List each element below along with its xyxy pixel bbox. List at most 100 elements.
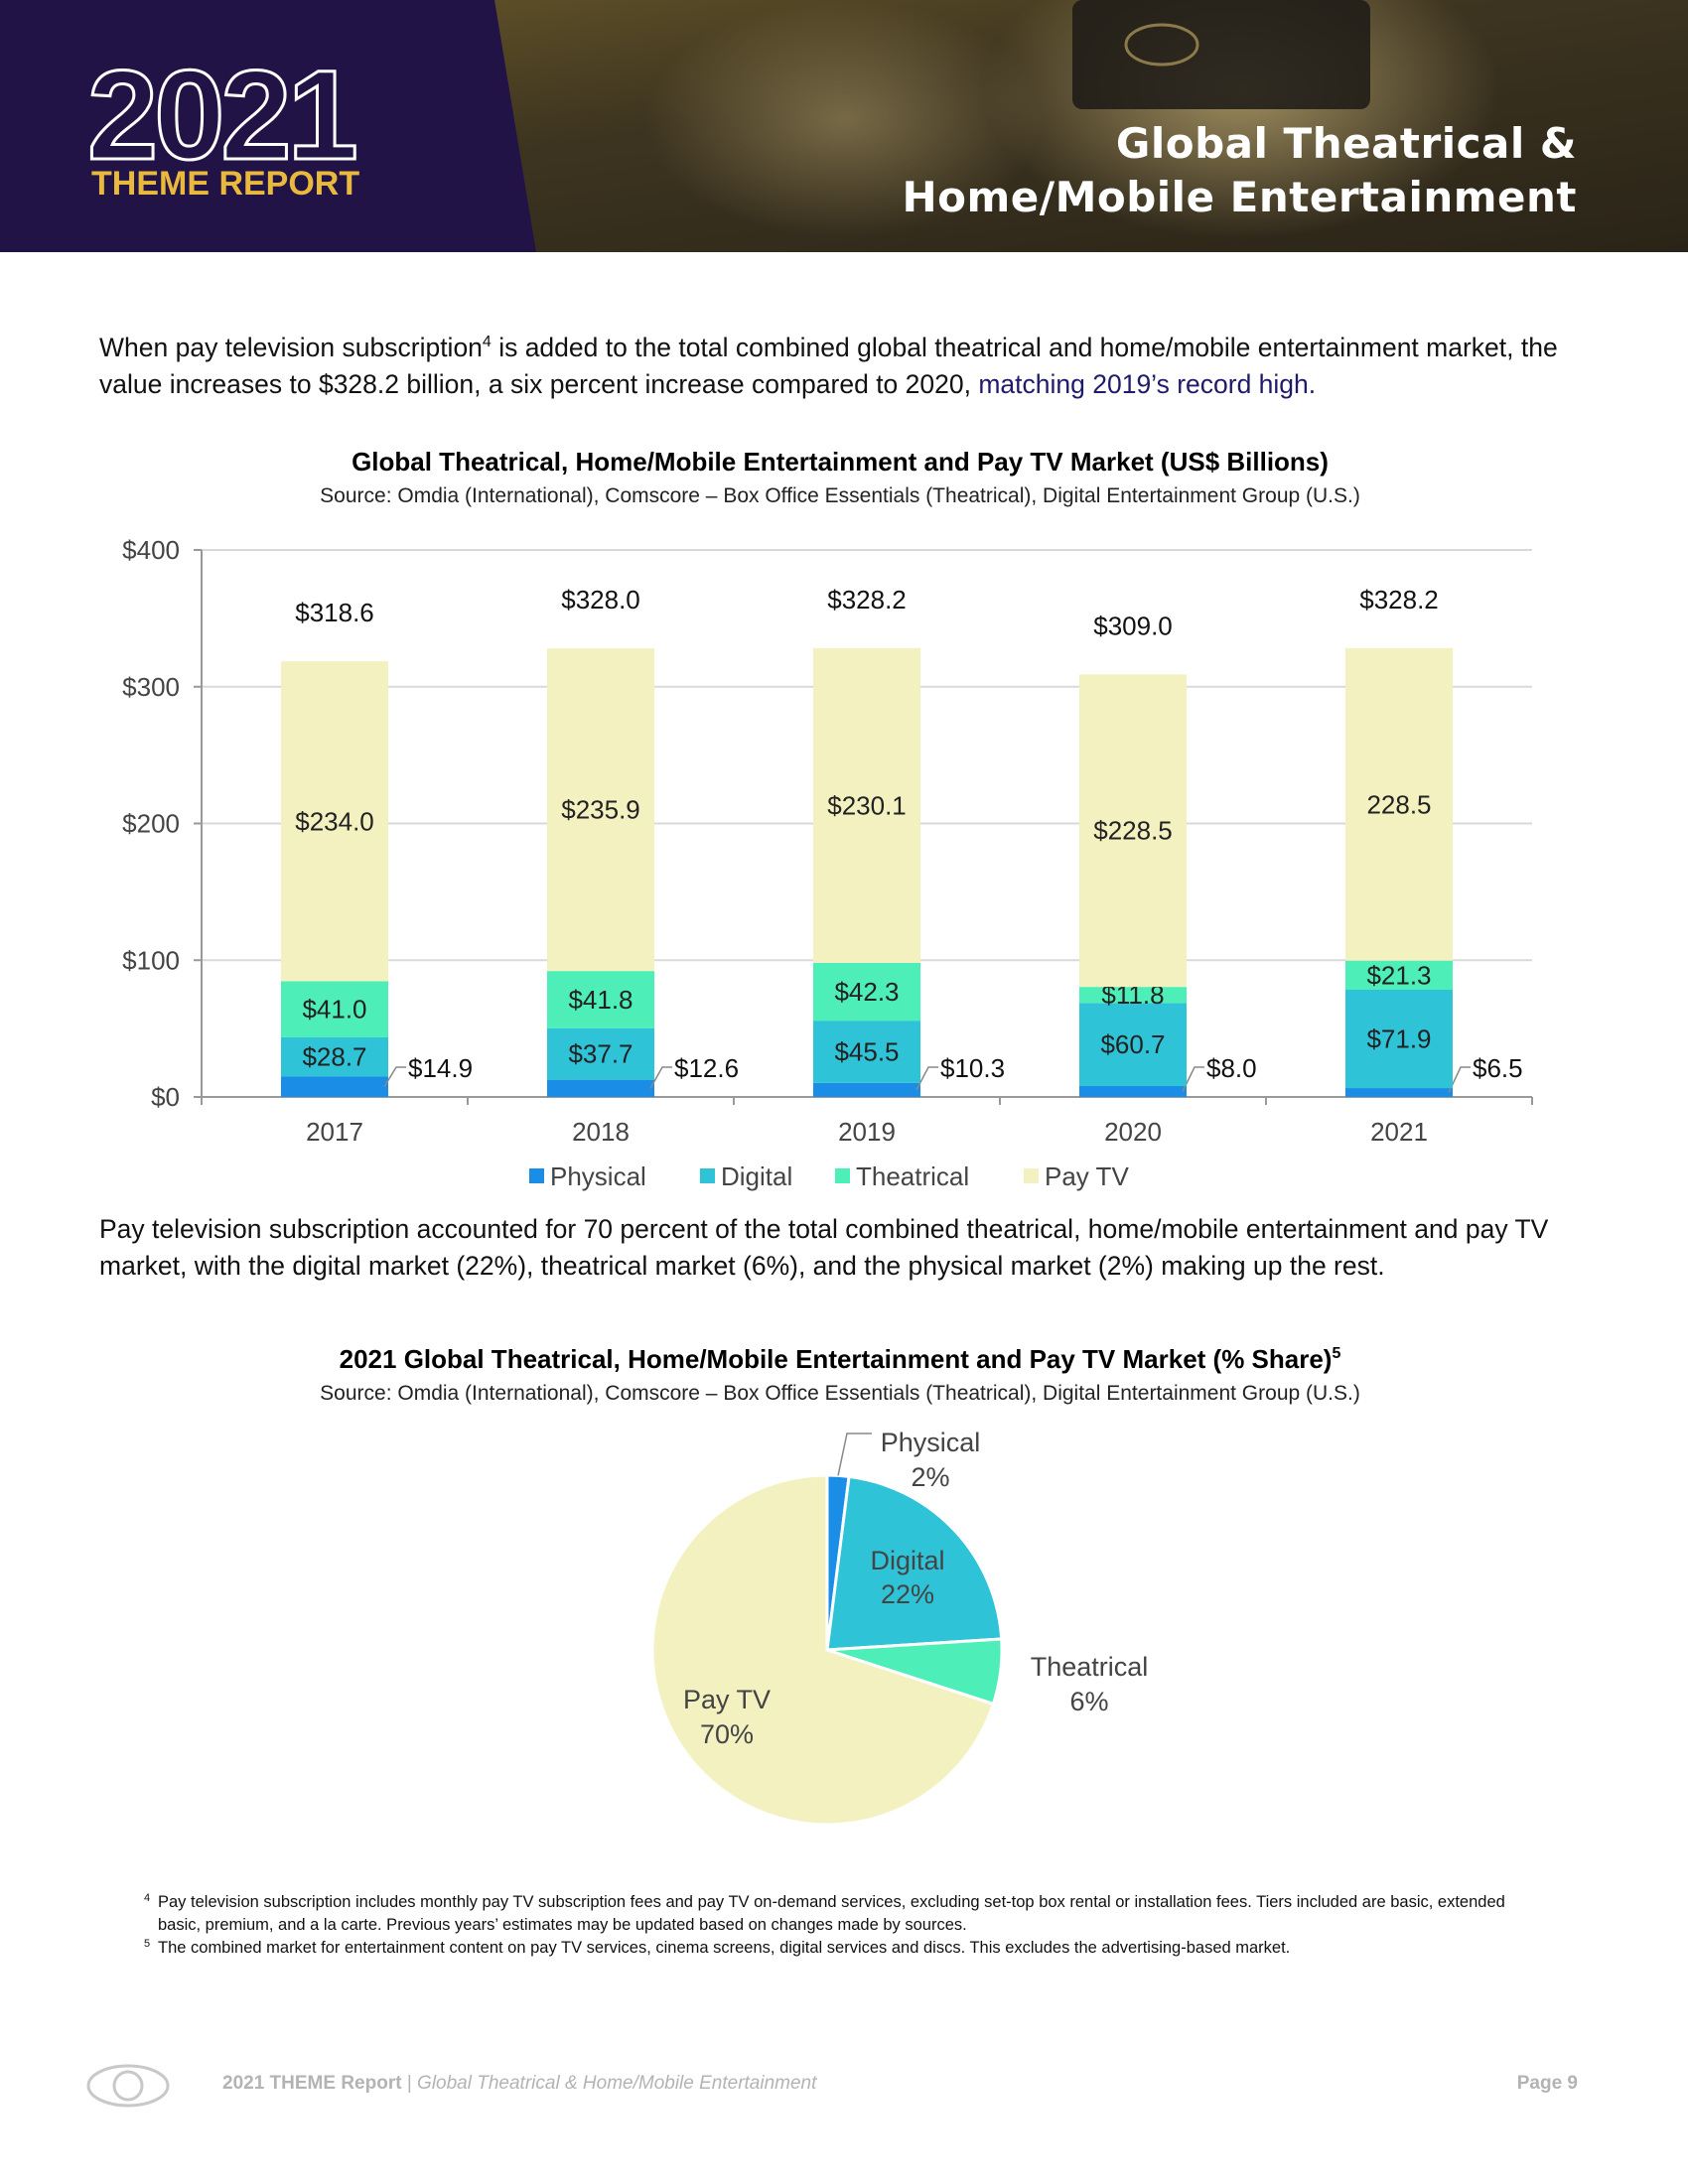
y-tick-label: $300	[122, 672, 180, 702]
title-text: 2021 Global Theatrical, Home/Mobile Ente…	[340, 1344, 1333, 1374]
legend-swatch	[529, 1168, 544, 1183]
legend-swatch	[700, 1168, 715, 1183]
bar-segment	[1345, 1088, 1453, 1097]
paragraph: Pay television subscription accounted fo…	[99, 1211, 1599, 1285]
pie-value: 6%	[1069, 1687, 1108, 1716]
legend-swatch	[835, 1168, 850, 1183]
bar-segment	[1345, 990, 1453, 1089]
pie-slice	[825, 1474, 1004, 1652]
bar-segment	[813, 647, 920, 963]
total-label: $328.0	[561, 585, 640, 614]
legend-label: Theatrical	[856, 1161, 969, 1191]
text: matching 2019’s record high.	[978, 369, 1317, 399]
legend-swatch	[1024, 1168, 1039, 1183]
data-label: $8.0	[1206, 1053, 1257, 1083]
footer: 2021 THEME Report | Global Theatrical & …	[222, 2073, 816, 2095]
bar-segment	[547, 1027, 654, 1080]
data-label: $228.5	[1093, 816, 1173, 846]
page-number: Page 9	[1516, 2073, 1578, 2094]
bar-segment	[1079, 1003, 1187, 1086]
total-label: $318.6	[295, 598, 374, 627]
header-title: Global Theatrical & Home/Mobile Entertai…	[902, 119, 1577, 221]
bar-segment	[547, 971, 654, 1028]
total-label: $328.2	[1359, 585, 1439, 614]
x-tick-label: 2019	[838, 1117, 896, 1147]
data-label: $6.5	[1473, 1053, 1523, 1083]
footer-section: Global Theatrical & Home/Mobile Entertai…	[417, 2073, 817, 2094]
footer-logo	[86, 2064, 170, 2108]
laptop-logo	[1124, 23, 1199, 67]
pie-label: Theatrical	[1031, 1652, 1149, 1682]
legend-label: Physical	[550, 1161, 646, 1191]
pie-value: 22%	[881, 1579, 934, 1609]
bar-segment	[1345, 960, 1453, 991]
pie-value: 2%	[911, 1462, 949, 1492]
bar-segment	[813, 1082, 920, 1097]
bar-segment	[547, 1079, 654, 1097]
data-label: $10.3	[940, 1053, 1005, 1083]
legend-label: Digital	[721, 1161, 792, 1191]
x-tick-label: 2017	[306, 1117, 363, 1147]
data-label: $235.9	[561, 795, 640, 825]
text: When pay television subscription	[99, 333, 483, 362]
chart-source: Source: Omdia (International), Comscore …	[320, 484, 1360, 507]
data-label: $28.7	[302, 1042, 366, 1072]
pie-label: Pay TV	[683, 1685, 771, 1714]
data-label: $42.3	[834, 977, 899, 1007]
y-tick-label: $0	[151, 1082, 180, 1112]
x-tick-label: 2018	[572, 1117, 630, 1147]
bar-segment	[1079, 987, 1187, 1004]
footnotes: 4 Pay television subscription includes mo…	[144, 1891, 1514, 1960]
chart-source: Source: Omdia (International), Comscore …	[320, 1382, 1360, 1405]
header-brand-block	[0, 0, 536, 252]
bar-segment	[281, 1076, 388, 1097]
bar-segment	[281, 1036, 388, 1077]
y-tick-label: $200	[122, 809, 180, 839]
footnote: 4 Pay television subscription includes mo…	[144, 1891, 1514, 1937]
bar-segment	[813, 962, 920, 1022]
chart-title: Global Theatrical, Home/Mobile Entertain…	[352, 447, 1329, 477]
data-label: $41.8	[568, 985, 633, 1015]
legend-label: Pay TV	[1045, 1161, 1129, 1191]
data-label: $21.3	[1366, 960, 1431, 990]
bar-segment	[281, 981, 388, 1037]
footer-logo	[112, 2070, 144, 2102]
total-label: $309.0	[1093, 611, 1173, 640]
chart-title: 2021 Global Theatrical, Home/Mobile Ente…	[340, 1344, 1341, 1374]
bar-segment	[1345, 647, 1453, 961]
data-label: $230.1	[827, 790, 907, 820]
bar-segment	[1079, 1085, 1187, 1097]
pie-value: 70%	[700, 1719, 754, 1749]
y-tick-label: $400	[122, 535, 180, 565]
data-label: $37.7	[568, 1039, 633, 1069]
bar-segment	[1079, 674, 1187, 988]
y-tick-label: $100	[122, 945, 180, 975]
footnote-text: Pay television subscription includes mon…	[158, 1893, 1505, 1934]
leader-line	[383, 1066, 406, 1088]
data-label: 228.5	[1366, 789, 1431, 819]
x-tick-label: 2020	[1104, 1117, 1162, 1147]
total-label: $328.2	[827, 585, 907, 614]
x-tick-label: 2021	[1370, 1117, 1428, 1147]
header-glow	[645, 0, 1043, 238]
data-label: $41.0	[302, 995, 366, 1024]
leader-line	[649, 1066, 672, 1089]
data-label: $60.7	[1100, 1029, 1165, 1059]
brand-year: 2021	[87, 45, 355, 187]
data-label: $12.6	[674, 1053, 739, 1083]
footer-separator: |	[401, 2073, 418, 2094]
pie-label: Digital	[870, 1546, 944, 1575]
text: is added to the total combined global th…	[99, 333, 1558, 399]
paragraph: When pay television subscription4 is add…	[99, 330, 1599, 403]
footnote-mark: 5	[144, 1938, 151, 1950]
data-label: $234.0	[295, 806, 374, 836]
data-label: $45.5	[834, 1036, 899, 1066]
text: Pay television subscription accounted fo…	[99, 1214, 1549, 1281]
footnote-text: The combined market for entertainment co…	[158, 1939, 1291, 1957]
footer-report: 2021 THEME Report	[222, 2073, 402, 2094]
brand-name: THEME REPORT	[91, 165, 359, 203]
leader-line	[837, 1433, 872, 1476]
